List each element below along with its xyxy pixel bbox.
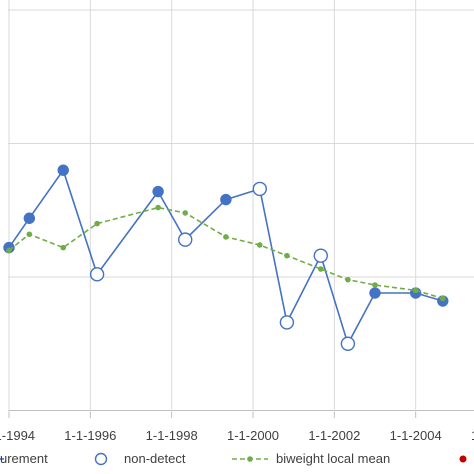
legend-label: non-detect bbox=[124, 451, 186, 466]
legend-label: urement bbox=[0, 451, 48, 466]
local-mean-point bbox=[345, 276, 351, 283]
measurement-point bbox=[220, 193, 232, 206]
local-mean-point bbox=[317, 266, 324, 272]
local-mean-point bbox=[256, 242, 263, 248]
measurement-line bbox=[8, 168, 444, 346]
x-tick-label: 1-1-2002 bbox=[308, 428, 360, 443]
local-mean-line bbox=[8, 206, 444, 300]
legend-outlier-swatch bbox=[459, 455, 467, 463]
local-mean-point bbox=[284, 252, 290, 259]
legend: urement non-detect biweight local mean bbox=[0, 451, 467, 466]
x-tick-label: 1-1-2004 bbox=[390, 428, 442, 443]
x-tick-label: 1-1-1996 bbox=[64, 428, 116, 443]
local-mean-point bbox=[60, 244, 67, 251]
legend-local-mean-dot bbox=[247, 456, 253, 462]
non-detect-point bbox=[313, 248, 328, 263]
x-axis: 1-1-1994 1-1-1996 1-1-1998 1-1-2000 1-1-2002… bbox=[0, 412, 474, 443]
x-tick-label: 1-1-2006 bbox=[471, 428, 474, 443]
non-detect-point bbox=[252, 181, 267, 197]
measurement-point bbox=[57, 164, 69, 176]
local-mean-point bbox=[439, 295, 446, 302]
x-tick-label: 1-1-1998 bbox=[146, 428, 198, 443]
local-mean-point bbox=[372, 282, 378, 288]
series-area bbox=[3, 164, 449, 351]
local-mean-point bbox=[155, 204, 161, 211]
local-mean-point bbox=[223, 234, 229, 240]
measurement-point bbox=[152, 185, 164, 198]
legend-label: biweight local mean bbox=[276, 451, 390, 466]
local-mean-point bbox=[182, 210, 189, 216]
local-mean-point bbox=[26, 231, 33, 238]
non-detect-point bbox=[178, 232, 193, 247]
non-detect-point bbox=[89, 267, 105, 282]
x-tick-label: 1-1-1994 bbox=[0, 428, 35, 443]
local-mean-point bbox=[6, 247, 12, 254]
local-mean-point bbox=[412, 287, 419, 294]
local-mean-point bbox=[94, 220, 100, 227]
measurement-point bbox=[23, 212, 36, 224]
gridlines bbox=[8, 0, 474, 412]
measurement-point bbox=[369, 287, 381, 299]
x-tick-label: 1-1-2000 bbox=[227, 428, 279, 443]
non-detect-point bbox=[279, 315, 295, 330]
legend-non-detect-swatch bbox=[94, 452, 108, 466]
non-detect-point bbox=[340, 336, 356, 351]
